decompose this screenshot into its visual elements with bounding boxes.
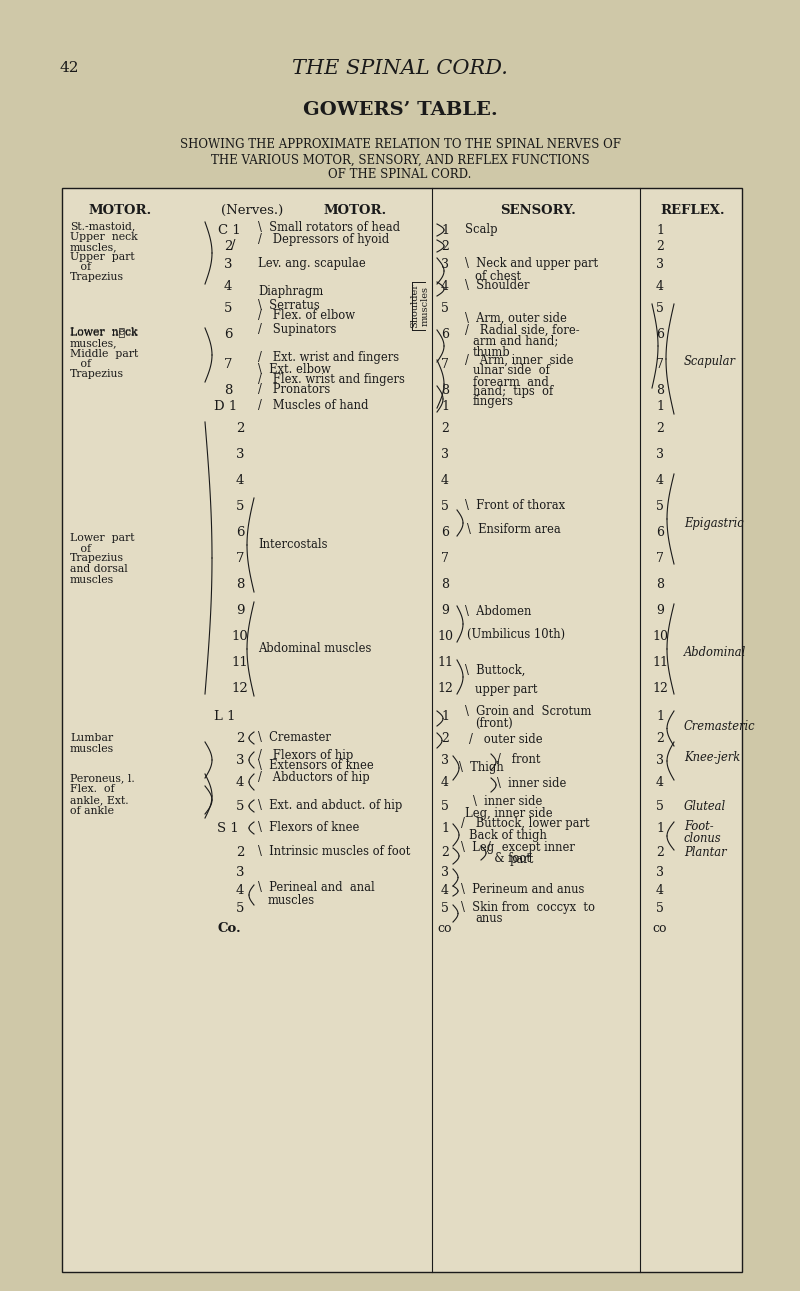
Text: 11: 11 bbox=[652, 656, 668, 669]
Text: \  Ensiform area: \ Ensiform area bbox=[467, 523, 561, 537]
Text: 5: 5 bbox=[656, 901, 664, 914]
Text: 7: 7 bbox=[656, 358, 664, 371]
Text: /   Ext. wrist and fingers: / Ext. wrist and fingers bbox=[258, 351, 399, 364]
Text: REFLEX.: REFLEX. bbox=[661, 204, 726, 217]
Text: /   Flexors of hip: / Flexors of hip bbox=[258, 749, 354, 762]
Text: \  Front of thorax: \ Front of thorax bbox=[465, 500, 565, 513]
Text: 4: 4 bbox=[656, 279, 664, 293]
Text: 3: 3 bbox=[656, 448, 664, 461]
Text: Foot-: Foot- bbox=[684, 820, 714, 833]
Text: \  Cremaster: \ Cremaster bbox=[258, 732, 331, 745]
Text: muscles: muscles bbox=[70, 744, 114, 754]
Text: 2: 2 bbox=[441, 240, 449, 253]
Text: hand;  tips  of: hand; tips of bbox=[473, 386, 554, 399]
Text: 1: 1 bbox=[441, 399, 449, 413]
Text: 6: 6 bbox=[441, 525, 449, 538]
Text: \  inner side: \ inner side bbox=[473, 795, 542, 808]
Text: 4: 4 bbox=[236, 474, 244, 487]
Text: 2: 2 bbox=[236, 421, 244, 435]
Text: /   Pronators: / Pronators bbox=[258, 383, 330, 396]
Text: 6: 6 bbox=[656, 328, 664, 341]
Text: 6: 6 bbox=[441, 328, 449, 341]
Text: 5: 5 bbox=[236, 901, 244, 914]
Text: 2: 2 bbox=[656, 421, 664, 435]
Text: Lower  neck: Lower neck bbox=[70, 327, 138, 337]
Text: SENSORY.: SENSORY. bbox=[500, 204, 576, 217]
Text: MOTOR.: MOTOR. bbox=[323, 204, 386, 217]
Text: \  inner side: \ inner side bbox=[497, 777, 566, 790]
Text: 5: 5 bbox=[441, 901, 449, 914]
Text: \  Arm, outer side: \ Arm, outer side bbox=[465, 311, 567, 324]
Text: Abdominal muscles: Abdominal muscles bbox=[258, 643, 371, 656]
Text: /   Buttock, lower part: / Buttock, lower part bbox=[461, 817, 590, 830]
Text: GOWERS’ TABLE.: GOWERS’ TABLE. bbox=[302, 101, 498, 119]
Text: Trapezius: Trapezius bbox=[70, 272, 124, 281]
Text: MOTOR.: MOTOR. bbox=[88, 204, 152, 217]
Text: 7: 7 bbox=[224, 358, 232, 371]
Text: 5: 5 bbox=[656, 302, 664, 315]
Text: \  Groin and  Scrotum: \ Groin and Scrotum bbox=[465, 705, 591, 718]
Text: \  Perineum and anus: \ Perineum and anus bbox=[461, 883, 584, 896]
Text: Trapezius: Trapezius bbox=[70, 553, 124, 563]
Text: 5: 5 bbox=[236, 500, 244, 513]
Text: 2: 2 bbox=[441, 732, 449, 745]
Text: C 1: C 1 bbox=[218, 223, 241, 236]
Text: Plantar: Plantar bbox=[684, 846, 726, 859]
Text: /   Flex. of elbow: / Flex. of elbow bbox=[258, 309, 355, 321]
Text: 12: 12 bbox=[437, 682, 453, 695]
Text: part: part bbox=[510, 852, 534, 865]
Text: 10: 10 bbox=[232, 630, 248, 643]
Text: 7: 7 bbox=[236, 551, 244, 564]
Text: Diaphragm: Diaphragm bbox=[258, 285, 323, 298]
Text: 9: 9 bbox=[656, 603, 664, 617]
Text: /   Depressors of hyoid: / Depressors of hyoid bbox=[258, 232, 390, 245]
Text: \  Shoulder: \ Shoulder bbox=[465, 279, 530, 293]
Text: 3: 3 bbox=[236, 448, 244, 461]
Text: Lumbar: Lumbar bbox=[70, 733, 113, 744]
Text: 2: 2 bbox=[236, 846, 244, 859]
Text: 4: 4 bbox=[656, 474, 664, 487]
Text: 5: 5 bbox=[441, 500, 449, 513]
Text: 12: 12 bbox=[652, 682, 668, 695]
Text: 3: 3 bbox=[656, 257, 664, 271]
Text: THE VARIOUS MOTOR, SENSORY, AND REFLEX FUNCTIONS: THE VARIOUS MOTOR, SENSORY, AND REFLEX F… bbox=[210, 154, 590, 167]
Text: 4: 4 bbox=[656, 776, 664, 789]
Text: \  Flexors of knee: \ Flexors of knee bbox=[258, 821, 359, 834]
Text: \  Intrinsic muscles of foot: \ Intrinsic muscles of foot bbox=[258, 846, 410, 859]
Text: of: of bbox=[70, 359, 91, 369]
Text: co: co bbox=[653, 922, 667, 935]
Text: 4: 4 bbox=[441, 776, 449, 789]
Text: Intercostals: Intercostals bbox=[258, 538, 327, 551]
Text: 6: 6 bbox=[236, 525, 244, 538]
Text: D 1: D 1 bbox=[214, 399, 238, 413]
Text: \  Leg: \ Leg bbox=[461, 842, 494, 855]
Text: \  Perineal and  anal: \ Perineal and anal bbox=[258, 882, 374, 895]
Text: Upper  neck: Upper neck bbox=[70, 232, 138, 241]
Text: forearm  and: forearm and bbox=[473, 376, 549, 389]
Text: 3: 3 bbox=[656, 865, 664, 878]
Text: 4: 4 bbox=[441, 279, 449, 293]
Text: 2: 2 bbox=[224, 240, 232, 253]
Text: of ankle: of ankle bbox=[70, 806, 114, 816]
Text: 8: 8 bbox=[656, 383, 664, 396]
Text: 1: 1 bbox=[656, 399, 664, 413]
Text: ulnar side  of: ulnar side of bbox=[473, 364, 550, 377]
Text: OF THE SPINAL CORD.: OF THE SPINAL CORD. bbox=[328, 168, 472, 181]
Text: 10: 10 bbox=[652, 630, 668, 643]
Text: muscles: muscles bbox=[70, 574, 114, 585]
Text: 10: 10 bbox=[437, 630, 453, 643]
Text: 3: 3 bbox=[656, 754, 664, 767]
Text: of: of bbox=[70, 544, 91, 554]
Text: 9: 9 bbox=[441, 603, 449, 617]
Text: 11: 11 bbox=[232, 656, 248, 669]
Text: Scalp: Scalp bbox=[465, 223, 498, 236]
Text: /   front: / front bbox=[497, 754, 541, 767]
Text: 4: 4 bbox=[224, 279, 232, 293]
Text: 8: 8 bbox=[236, 577, 244, 590]
Text: Lower  nck: Lower nck bbox=[70, 327, 138, 337]
Text: ankle, Ext.: ankle, Ext. bbox=[70, 795, 129, 806]
Text: 8: 8 bbox=[656, 577, 664, 590]
Text: /   Radial side, fore-: / Radial side, fore- bbox=[465, 324, 580, 337]
Text: /   except inner: / except inner bbox=[487, 840, 575, 853]
